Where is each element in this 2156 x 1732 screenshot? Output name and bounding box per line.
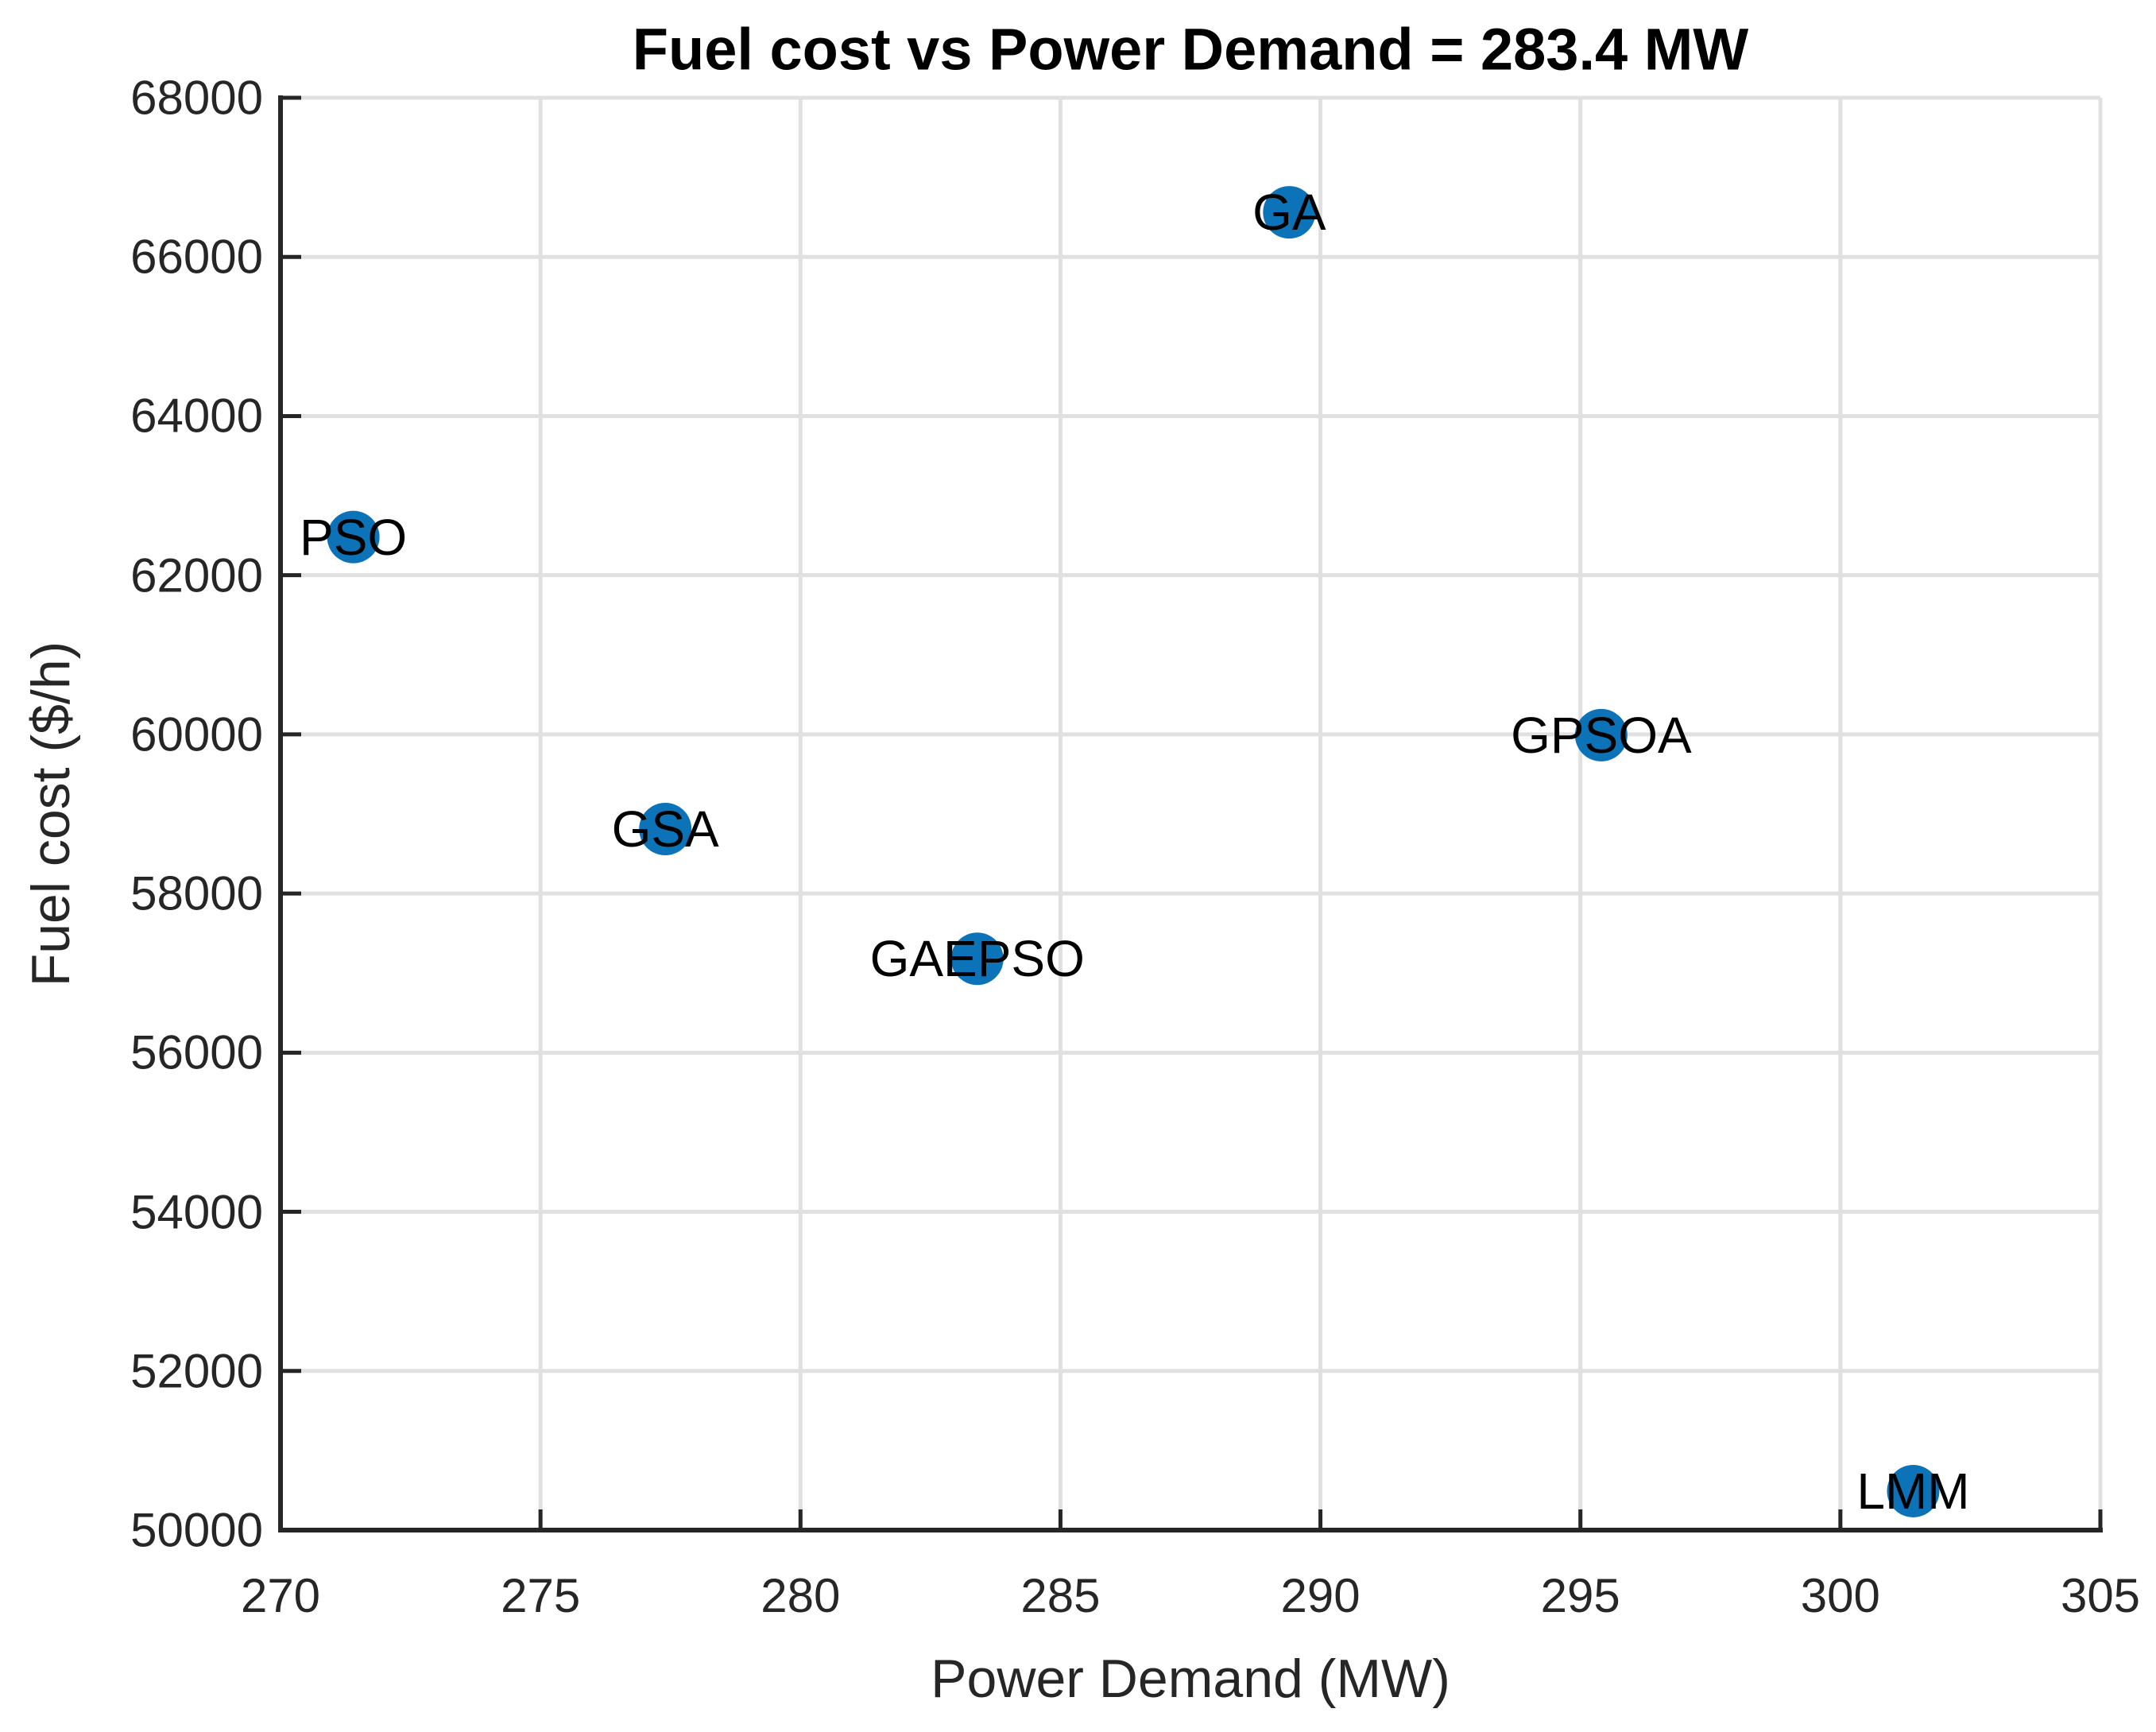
x-tick-label: 300 [1800,1569,1880,1622]
y-tick-label: 60000 [130,707,263,761]
point-label-gpsoa: GPSOA [1511,706,1692,764]
data-point-marker-ga [1263,186,1316,239]
x-tick-label: 270 [240,1569,321,1622]
x-axis-label: Power Demand (MW) [931,1649,1450,1709]
data-point-marker-lmm [1887,1464,1940,1517]
point-label-gsa: GSA [611,800,719,858]
x-tick-label: 280 [761,1569,841,1622]
point-label-gaepso: GAEPSO [869,930,1085,988]
x-tick-label: 285 [1020,1569,1101,1622]
x-tick-label: 275 [501,1569,581,1622]
y-tick-label: 56000 [130,1025,263,1079]
y-tick-label: 50000 [130,1503,263,1557]
point-label-ga: GA [1252,184,1326,242]
y-tick-label: 58000 [130,866,263,920]
data-point-marker-gsa [639,803,692,856]
data-point-marker-pso [327,510,380,564]
point-label-lmm: LMM [1856,1462,1970,1520]
y-axis-label: Fuel cost ($/h) [21,641,81,987]
point-label-pso: PSO [300,508,408,566]
data-point-marker-gaepso [950,932,1004,986]
x-tick-label: 290 [1280,1569,1361,1622]
y-tick-label: 64000 [130,389,263,443]
x-tick-label: 305 [2060,1569,2141,1622]
x-tick-label: 295 [1540,1569,1620,1622]
y-tick-label: 54000 [130,1185,263,1239]
chart-title: Fuel cost vs Power Demand = 283.4 MW [632,16,1749,83]
y-tick-label: 68000 [130,71,263,125]
y-tick-label: 52000 [130,1344,263,1398]
y-tick-label: 62000 [130,548,263,603]
y-tick-label: 66000 [130,230,263,284]
data-point-marker-gpsoa [1574,708,1628,761]
